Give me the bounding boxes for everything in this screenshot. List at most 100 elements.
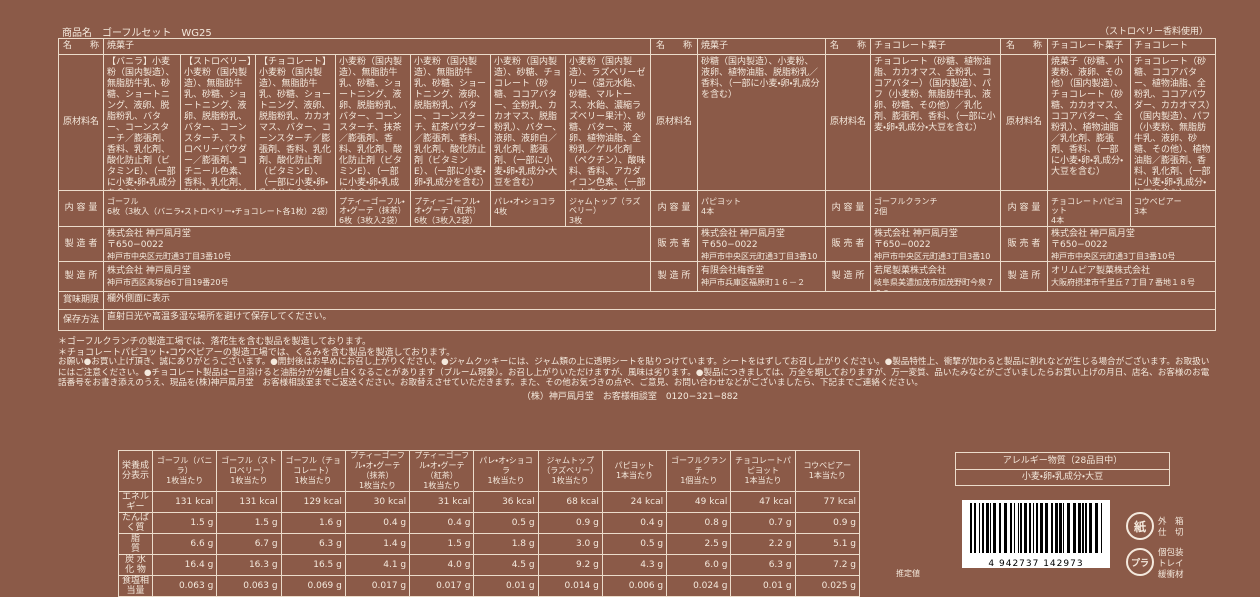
name-cell: チョコレート菓子 xyxy=(1047,38,1130,54)
row-label: 保存方法 xyxy=(58,309,103,331)
item-amount: 6枚（3枚入2袋） xyxy=(414,216,478,225)
product-header: ゴーフルクランチ 1個当たり xyxy=(666,450,732,492)
nutrient-value: 3.0 g xyxy=(537,533,603,555)
nutrient-label: 炭 水 化 物 xyxy=(117,554,154,576)
nutrient-value: 9.2 g xyxy=(537,554,603,576)
recycle-mark: プラ xyxy=(1126,548,1154,576)
note: ＊チョコレートパピヨット・コウベピアーの製造工場では、くるみを含む製品を製造して… xyxy=(58,348,456,358)
bar-stripe xyxy=(1078,503,1081,553)
bar-stripe xyxy=(1040,503,1043,553)
nutrition-row: エネルギー 131 kcal 131 kcal 129 kcal 30 kcal 31 k… xyxy=(117,491,861,513)
nutrient-value: 77 kcal xyxy=(794,491,861,513)
product-header: コウベピアー 1本当たり xyxy=(794,450,861,492)
nutrient-value: 0.063 g xyxy=(216,575,282,597)
product-name: チョコレートパピヨット xyxy=(735,456,791,475)
bar-stripe xyxy=(1036,503,1038,553)
ingredient-text: チョコレート（砂糖、ココアバター、植物油脂、全粉乳、ココアパウダー、カカオマス）… xyxy=(1134,57,1211,190)
row-label-text: 販 売 者 xyxy=(657,238,691,249)
product-category: チョコレート xyxy=(1134,41,1189,51)
bar-stripe xyxy=(993,503,996,553)
maker-cell: 株式会社 神戸凮月堂〒650−0022 神戸市中央区元町通3丁目3番10号 xyxy=(697,226,825,261)
maker-address: 神戸市中央区元町通3丁目3番10号 xyxy=(1051,252,1176,261)
bar-stripe xyxy=(1004,503,1007,553)
maker-zip: 〒650−0022 xyxy=(107,240,164,250)
bar-stripe xyxy=(1082,503,1084,553)
product-per: 1枚当たり xyxy=(487,476,525,485)
nutrient-value: 129 kcal xyxy=(280,491,346,513)
row-label-text: 賞味期限 xyxy=(62,295,99,305)
maker-zip: 〒650−0022 xyxy=(1051,240,1108,250)
row-label: 販 売 者 xyxy=(650,226,697,261)
nutrient-value: 1.5 g xyxy=(152,512,218,534)
row-label: 原材料名 xyxy=(825,54,870,190)
row-label-text: 原材料名 xyxy=(62,117,99,127)
ingredient-cell: チョコレート（砂糖、ココアバター、植物油脂、全粉乳、ココアパウダー、カカオマス）… xyxy=(1130,54,1216,190)
nutrient-value: 7.2 g xyxy=(794,554,861,576)
ingredient-cell: チョコレート（砂糖、植物油脂、カカオマス、全粉乳、ココアバター）（国内製造）、パ… xyxy=(870,54,1000,190)
product-per: 1枚当たり xyxy=(358,481,397,490)
nutrient-value: 5.1 g xyxy=(794,533,861,555)
row-label: 内 容 量 xyxy=(825,190,870,226)
row-label-text: 原材料名 xyxy=(655,117,692,127)
factory-company: 有限会社梅香堂 xyxy=(701,266,765,276)
bar-stripe xyxy=(1018,503,1019,553)
item-amount: 6枚（3枚入2袋） xyxy=(339,216,403,225)
row-label-text: 内 容 量 xyxy=(64,203,98,213)
nutrition-table: 栄養成分表示 ゴーフル（バニラ） 1枚当たり ゴーフル（ストロベリー） 1枚当たり ゴーフ… xyxy=(117,450,861,597)
nutrition-row: 炭 水 化 物 16.4 g 16.3 g 16.5 g 4.1 g 4.0 g 4.5 g… xyxy=(117,554,861,576)
nutrient-value: 1.5 g xyxy=(409,533,475,555)
product-name: プティーゴーフル・オ・グーテ（紅茶） xyxy=(414,451,470,480)
ingredient-text: 焼菓子（砂糖、小麦粉、液卵、その他）（国内製造）、チョコレート（砂糖、カカオマス… xyxy=(1051,57,1124,177)
factory-company: 株式会社 神戸凮月堂 xyxy=(107,266,191,276)
item-name: チョコレートパピヨット xyxy=(1051,197,1123,215)
nutrient-value: 4.0 g xyxy=(409,554,475,576)
row-label: 賞味期限 xyxy=(58,291,103,309)
nutrient-value: 4.5 g xyxy=(473,554,539,576)
bar-stripe xyxy=(986,503,989,553)
row-label: 名 称 xyxy=(58,38,103,54)
row-label: 名 称 xyxy=(1000,38,1047,54)
bar-stripe xyxy=(970,503,972,553)
contents-cell: パピヨット 4本 xyxy=(697,190,825,226)
contents-cell: プティーゴーフル・オ・グーテ（紅茶） 6枚（3枚入2袋） xyxy=(410,190,490,226)
name-cell: 焼菓子 xyxy=(697,38,825,54)
product-name: ゴーフルクランチ xyxy=(671,456,727,475)
name-cell: チョコレート xyxy=(1130,38,1216,54)
factory-cell: オリムピア製菓株式会社 大阪府摂津市千里丘７丁目７番地１８号 xyxy=(1047,261,1216,291)
nutrient-value: 6.0 g xyxy=(666,554,732,576)
row-label: 原材料名 xyxy=(58,54,103,190)
product-header: プティーゴーフル・オ・グーテ（紅茶） 1枚当たり xyxy=(409,450,475,492)
factory-cell: 若尾製菓株式会社岐阜県美濃加茂市加茂野町今泉７６８ xyxy=(870,261,1000,291)
nutrient-value: 47 kcal xyxy=(730,491,796,513)
recycle-item: 個包装 xyxy=(1158,548,1184,558)
nutrition-row: 脂 質 6.6 g 6.7 g 6.3 g 1.4 g 1.5 g 1.8 g 3.0 g 0.… xyxy=(117,533,861,555)
product-category: チョコレート菓子 xyxy=(874,41,947,51)
nutrient-value: 0.006 g xyxy=(601,575,668,597)
nutrient-value: 0.4 g xyxy=(601,512,668,534)
nutrient-value: 0.063 g xyxy=(152,575,218,597)
contact: （株）神戸凮月堂 お客様相談室 0120−321−882 xyxy=(521,392,739,402)
nutrition-row: 食塩相当量 0.063 g 0.063 g 0.069 g 0.017 g 0.017 g… xyxy=(117,575,861,597)
item-amount: 6枚（3枚入（バニラ・ストロベリー・チョコレート各1枚）2袋） xyxy=(107,207,333,216)
request-paragraph: お願い●お買い上げ頂き、誠にありがとうございます。●開封後はお早めにお召し上がり… xyxy=(58,357,1210,388)
nutrient-value: 0.069 g xyxy=(280,575,346,597)
row-label: 内 容 量 xyxy=(1000,190,1047,226)
product-header: チョコレートパピヨット 1本当たり xyxy=(730,450,796,492)
recycle-mark-text: プラ xyxy=(1130,558,1149,569)
product-header: パレ・オ・ショコラ 1枚当たり xyxy=(473,450,539,492)
row-label: 販 売 者 xyxy=(825,226,870,261)
nutrition-header: 栄養成分表示 ゴーフル（バニラ） 1枚当たり ゴーフル（ストロベリー） 1枚当たり ゴーフ… xyxy=(117,450,861,492)
ingredient-text: 【チョコレート】小麦粉（国内製造）、無脂肪牛乳、砂糖、ショートニング、液卵、脱脂… xyxy=(259,57,332,190)
bar-stripe xyxy=(974,503,976,553)
ingredient-cell: 小麦粉（国内製造）、ラズベリーゼリー（還元水飴、砂糖、マルトース、水飴、濃縮ラズ… xyxy=(565,54,650,190)
row-label: 製 造 者 xyxy=(58,226,103,261)
product-name-label: 商品名 xyxy=(62,28,92,39)
contents-cell: コウベピアー 3本 xyxy=(1130,190,1216,226)
bar-stripe xyxy=(1089,503,1092,553)
name-cell: チョコレート菓子 xyxy=(870,38,1000,54)
nutrient-value: 31 kcal xyxy=(409,491,475,513)
maker-address: 神戸市中央区元町通3丁目3番10号 xyxy=(107,252,232,261)
nutrient-value: 16.3 g xyxy=(216,554,282,576)
product-name: パレ・オ・ショコラ xyxy=(479,456,533,475)
product-name: ゴーフルセット WG25 xyxy=(102,28,212,39)
